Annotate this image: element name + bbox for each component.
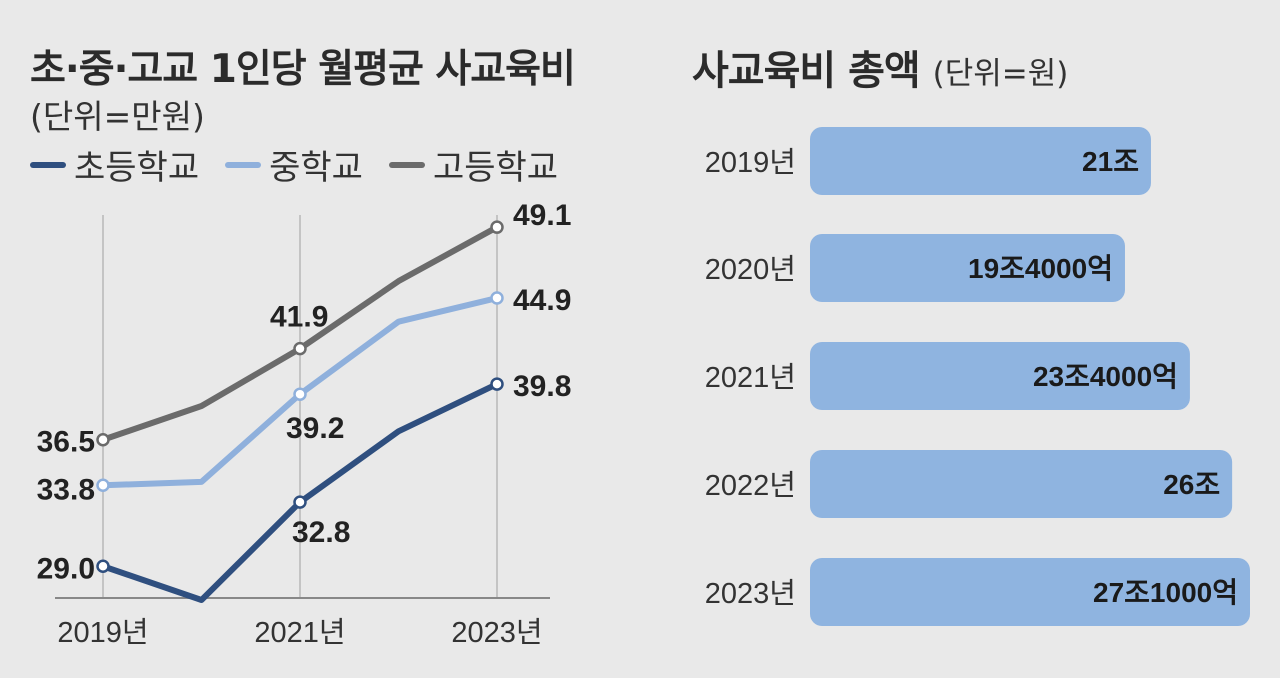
data-label-elementary: 29.0 [37, 552, 95, 585]
legend-swatch-middle [225, 161, 262, 168]
bar-value-label: 23조4000억 [1033, 361, 1178, 392]
bar-value-label: 21조 [1082, 146, 1139, 177]
legend-swatch-elementary [30, 161, 66, 168]
legend-item-middle: 중학교 [225, 140, 363, 189]
legend-swatch-high [388, 161, 425, 168]
data-label-high: 41.9 [270, 301, 328, 334]
bar-value-label: 26조 [1163, 469, 1220, 500]
data-point-middle [490, 291, 504, 305]
data-point-high [293, 341, 307, 356]
line-chart-unit: (단위=만원) [30, 97, 205, 136]
bar-chart-unit: (단위=원) [932, 56, 1069, 92]
data-point-middle [96, 478, 110, 493]
legend-item-elementary: 초등학교 [30, 140, 199, 189]
bar-chart-title: 사교육비 총액 (단위=원) [692, 38, 1068, 96]
data-label-middle: 39.2 [286, 412, 344, 445]
bar [810, 127, 1151, 195]
bar [810, 558, 1250, 626]
line-chart: 2019년 2021년 2023년 36.5 41.9 49.1 33.8 39.2 44.9 2… [37, 199, 572, 649]
bar-category-label: 2019년 [705, 147, 796, 179]
line-chart-title: 초·중·고교 1인당 월평균 사교육비 [30, 47, 576, 92]
data-label-middle: 44.9 [513, 284, 571, 317]
bar-chart-title-text: 사교육비 총액 [692, 48, 921, 94]
data-point-elementary [96, 559, 110, 574]
data-point-high [96, 432, 110, 447]
x-tick-label: 2021년 [254, 617, 345, 649]
data-label-high: 49.1 [513, 199, 571, 232]
data-label-middle: 33.8 [37, 473, 95, 506]
bar-value-label: 19조4000억 [968, 253, 1113, 284]
legend-label-elementary: 초등학교 [74, 148, 200, 188]
bar-category-label: 2020년 [705, 254, 796, 286]
bar-category-label: 2021년 [705, 362, 796, 394]
data-point-elementary [490, 377, 504, 391]
data-label-high: 36.5 [37, 426, 95, 459]
bar-category-label: 2022년 [705, 470, 796, 502]
bar [810, 342, 1190, 410]
legend-item-high: 고등학교 [388, 140, 559, 189]
data-point-middle [293, 387, 307, 401]
data-label-elementary: 39.8 [513, 370, 571, 403]
x-tick-label: 2023년 [451, 617, 542, 649]
bar-value-label: 27조1000억 [1093, 577, 1238, 608]
data-point-elementary [293, 495, 307, 509]
data-point-high [490, 220, 504, 234]
bar-chart: 2019년 21조 2020년 19조4000억 2021년 23조4000억 2022년 2… [705, 127, 1250, 626]
legend-label-high: 고등학교 [432, 148, 559, 188]
bar-category-label: 2023년 [705, 578, 796, 610]
x-tick-label: 2019년 [57, 617, 148, 649]
bar [810, 450, 1233, 518]
legend-label-middle: 중학교 [269, 148, 363, 188]
bar [810, 234, 1125, 302]
data-label-elementary: 32.8 [292, 516, 350, 549]
line-chart-legend: 초등학교 중학교 고등학교 [30, 140, 558, 189]
